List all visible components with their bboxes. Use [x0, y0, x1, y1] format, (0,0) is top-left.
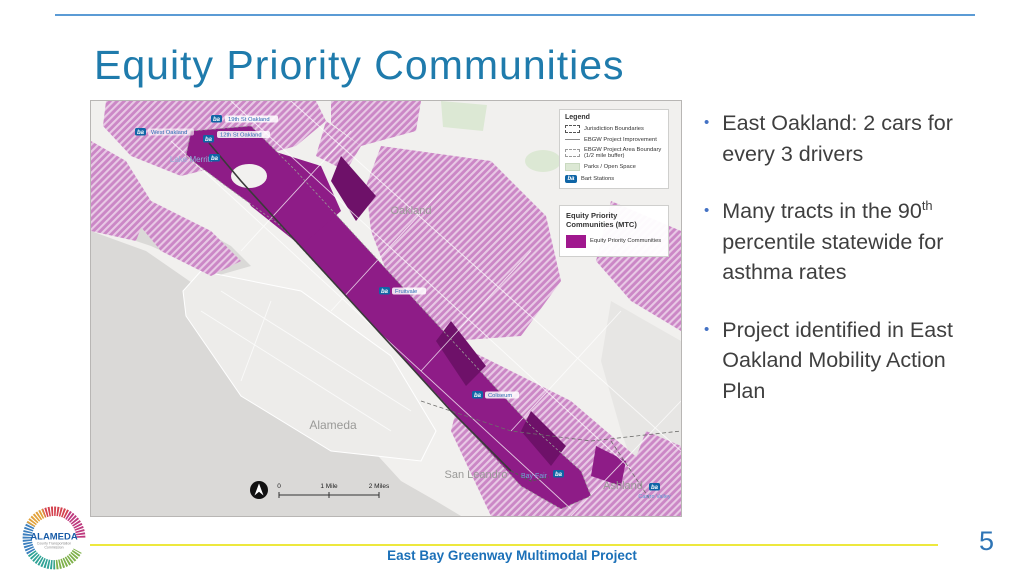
logo-subtext-1: County Transportation	[37, 542, 71, 546]
bullet-dot: •	[704, 114, 710, 131]
scale-zero: 0	[277, 483, 281, 490]
scale-bar: 0 1 Mile 2 Miles	[250, 481, 390, 499]
label-san-leandro: San Leandro	[445, 469, 508, 481]
bart-icon	[209, 154, 220, 162]
bart-station-fruitvale: ba Fruitvale	[379, 287, 426, 295]
scale-one-mile: 1 Mile	[320, 483, 338, 490]
map-city-labels: Oakland Alameda San Leandro Ashland	[309, 205, 643, 492]
svg-text:ba: ba	[137, 130, 145, 136]
map-project-area-boundary	[185, 125, 592, 510]
bullet-east-oakland-cars: • East Oakland: 2 cars for every 3 drive…	[704, 108, 976, 169]
map-streets	[170, 101, 681, 516]
map-ebgw-line	[208, 142, 550, 482]
legend-item: Parks / Open Space	[565, 163, 663, 172]
bart-station-12th-st: ba 12th St Oakland	[203, 131, 270, 143]
logo-wordmark: ALAMEDA	[30, 532, 78, 543]
bart-icon	[211, 115, 222, 123]
label-bay-fair: Bay Fair	[521, 473, 548, 480]
footer-divider-rule	[90, 544, 938, 546]
bart-stations: ba 19th St Oakland ba 12th St Oakland ba	[135, 115, 671, 500]
legend-title: Legend	[565, 114, 590, 121]
jurisdiction-boundary-swatch	[565, 125, 580, 133]
map-legend: Legend Jurisdiction Boundaries EBGW Proj…	[559, 109, 669, 190]
bart-station-19th-st: ba 19th St Oakland	[211, 115, 278, 123]
map-legend-epc: Equity Priority Communities (MTC) Equity…	[559, 205, 669, 258]
map: Oakland Alameda San Leandro Ashland Lake…	[90, 100, 682, 517]
legend-item: Jurisdiction Boundaries	[565, 125, 663, 133]
top-divider-rule	[55, 14, 975, 16]
bart-station-west-oakland: ba West Oakland	[135, 128, 194, 136]
map-alameda-island	[182, 270, 437, 462]
bart-station-label: 12th St Oakland	[220, 133, 262, 139]
scale-two-miles: 2 Miles	[369, 483, 390, 490]
legend-item: ba Bart Stations	[565, 174, 663, 183]
svg-text:ba: ba	[381, 289, 389, 295]
bart-icon	[553, 470, 564, 478]
svg-text:ba: ba	[555, 472, 563, 478]
bart-icon	[135, 128, 146, 136]
svg-text:ba: ba	[651, 485, 659, 491]
bullet-list: • East Oakland: 2 cars for every 3 drive…	[704, 108, 976, 433]
bart-icon	[379, 287, 390, 295]
map-jurisdiction-boundaries	[420, 400, 681, 502]
label-ashland: Ashland	[603, 480, 643, 492]
bart-station-bay-fair: ba	[553, 470, 564, 478]
bullet-dot: •	[704, 202, 710, 220]
bart-icon	[203, 135, 214, 143]
bart-station-label: West Oakland	[151, 130, 187, 136]
bart-station-label: Fruitvale	[395, 289, 417, 295]
bullet-asthma-percentile: • Many tracts in the 90th percentile sta…	[704, 196, 976, 288]
project-area-boundary-swatch	[565, 149, 580, 158]
label-oakland: Oakland	[391, 205, 432, 217]
bart-logo-icon: ba	[565, 174, 577, 183]
legend-item: EBGW Project Improvement	[565, 137, 663, 144]
bart-icon	[649, 483, 660, 491]
bart-station-label: Coliseum	[488, 393, 512, 399]
slide-title: Equity Priority Communities	[94, 42, 625, 88]
svg-text:ba: ba	[213, 117, 221, 123]
legend-item: EBGW Project Area Boundary (1/2 mile buf…	[565, 147, 663, 160]
page-number: 5	[978, 526, 994, 556]
bart-station-label: Castro Valley	[638, 494, 671, 500]
bullet-dot: •	[704, 320, 710, 338]
alameda-ctc-logo: ALAMEDA County Transportation Commission	[21, 505, 87, 571]
svg-text:ba: ba	[205, 137, 213, 143]
label-lake-merritt: Lake Merritt	[170, 155, 213, 164]
bullet-mobility-action-plan: • Project identified in East Oakland Mob…	[704, 315, 976, 407]
bart-station-castro-valley: ba Castro Valley	[638, 483, 671, 500]
logo-subtext-2: Commission	[44, 546, 63, 550]
bart-station-label: 19th St Oakland	[228, 117, 270, 123]
epc-swatch	[566, 234, 586, 248]
map-lake-merritt	[231, 164, 267, 188]
svg-text:ba: ba	[211, 156, 219, 162]
legend-item: Equity Priority Communities	[566, 234, 662, 248]
bart-station-lake-merritt: ba	[209, 154, 220, 162]
label-alameda: Alameda	[309, 418, 357, 432]
legend-epc-title: Equity Priority Communities (MTC)	[566, 211, 637, 230]
bart-icon	[472, 391, 483, 399]
svg-text:ba: ba	[474, 393, 482, 399]
parks-swatch	[565, 163, 580, 172]
project-improvement-line-swatch	[565, 139, 580, 141]
footer-project-title: East Bay Greenway Multimodal Project	[387, 548, 637, 563]
bart-station-coliseum: ba Coliseum	[472, 391, 519, 399]
